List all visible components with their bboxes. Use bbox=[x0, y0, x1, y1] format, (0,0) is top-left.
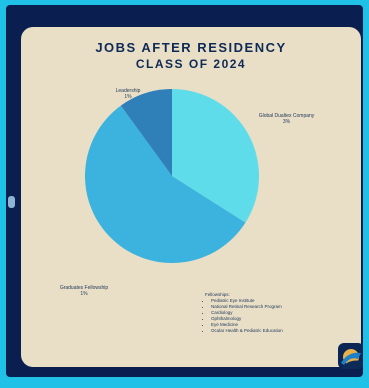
chart-subtitle: CLASS OF 2024 bbox=[135, 57, 247, 71]
slice-name: Graduates Fellowship bbox=[59, 285, 109, 291]
slice-label-graduates-fellowship: Graduates Fellowship 1% bbox=[49, 285, 119, 297]
slice-label-global-dualtex: Global Dualtex Company 3% bbox=[239, 113, 334, 125]
corner-logo-icon bbox=[338, 343, 363, 369]
pie-slice-leadership bbox=[120, 89, 172, 176]
chart-title: JOBS AFTER RESIDENCY bbox=[95, 40, 287, 55]
slice-value: 1% bbox=[124, 94, 132, 100]
fellowship-item: Cardiology bbox=[211, 310, 335, 316]
fellowship-item: Ocular Health & Pediatric Education bbox=[211, 328, 335, 334]
pie-slice-global-dualtex bbox=[172, 89, 260, 223]
slice-value: 3% bbox=[282, 119, 291, 125]
slice-name: Leadership bbox=[115, 88, 141, 94]
fellowship-item: Pediatric Eye Institute bbox=[211, 298, 335, 304]
slide-card: JOBS AFTER RESIDENCY CLASS OF 2024 Globa… bbox=[21, 27, 361, 367]
pie-slice-graduates-fellowship bbox=[85, 105, 246, 263]
chevron-left-icon[interactable] bbox=[8, 196, 15, 208]
fellowship-item: Ophthalmology bbox=[211, 316, 335, 322]
fellowship-list-title: Fellowships: bbox=[205, 292, 230, 297]
fellowship-item: National Retinal Research Program bbox=[211, 304, 335, 310]
pie-chart bbox=[85, 89, 260, 263]
slice-name: Global Dualtex Company bbox=[258, 113, 315, 119]
fellowship-items: Pediatric Eye Institute National Retinal… bbox=[205, 298, 335, 334]
fellowship-item: Eye Medicine bbox=[211, 322, 335, 328]
slice-label-leadership: Leadership 1% bbox=[103, 88, 153, 100]
fellowship-list: Fellowships: Pediatric Eye Institute Nat… bbox=[205, 292, 335, 334]
slide-frame: JOBS AFTER RESIDENCY CLASS OF 2024 Globa… bbox=[6, 5, 363, 377]
slice-value: 1% bbox=[80, 291, 88, 297]
